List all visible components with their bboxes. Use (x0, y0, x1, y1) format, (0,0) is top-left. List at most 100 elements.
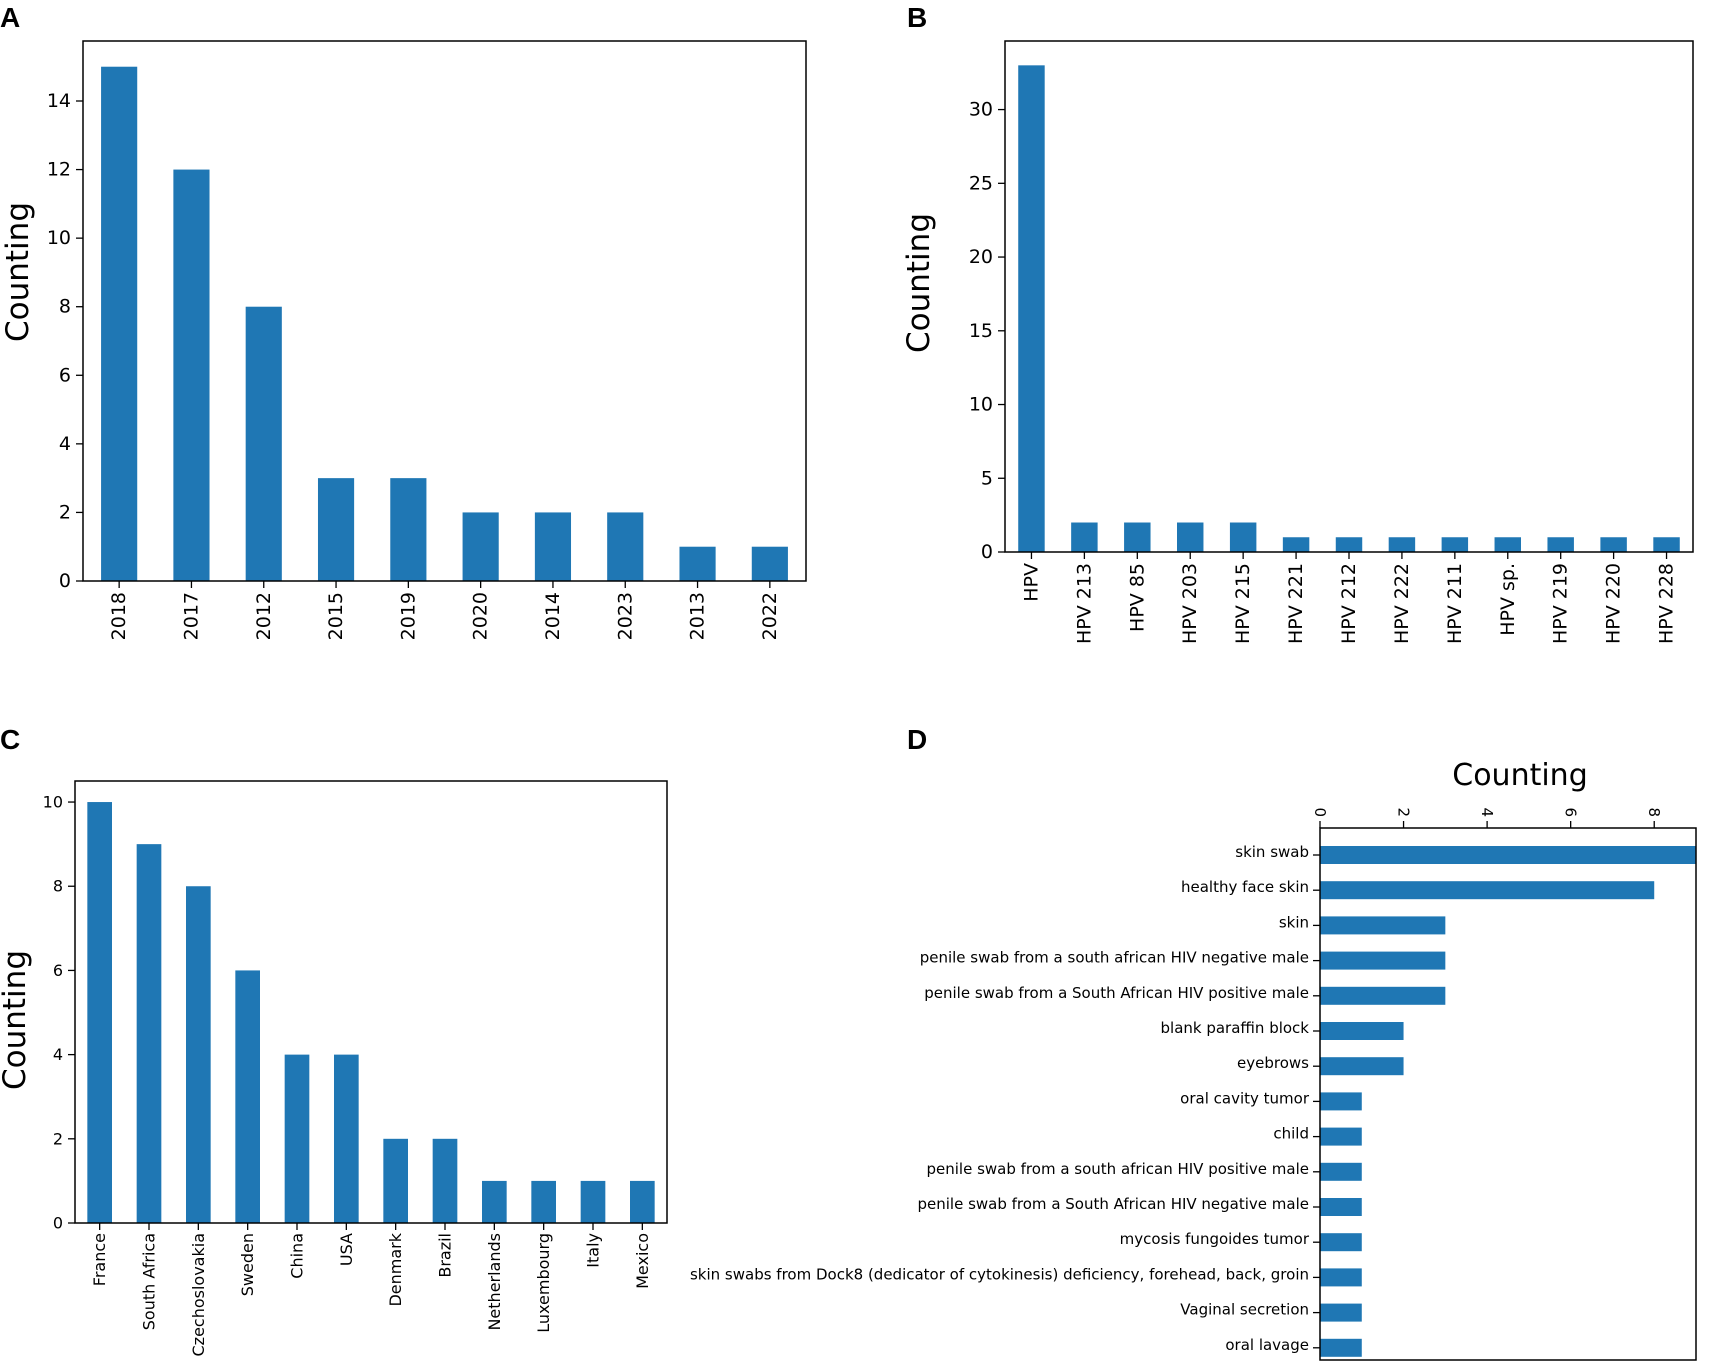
panel-c-bar-usa (334, 1054, 359, 1223)
panel-b-bar-hpv-211 (1441, 537, 1469, 552)
panel-d-category-label: blank paraffin block (1161, 1019, 1310, 1037)
panel-a-bar-2014 (534, 512, 572, 581)
panel-d-bar-1 (1320, 846, 1696, 864)
panel-a-y-ticks: 0 2 4 6 8 10 12 14 (47, 90, 83, 592)
panel-c-y-tick-label: 4 (53, 1045, 63, 1064)
panel-a-bar-2015 (317, 478, 355, 581)
panel-a-bar-2023 (607, 512, 644, 581)
panel-a-y-tick-label: 14 (47, 90, 71, 112)
panel-a-x-tick-label: 2020 (470, 592, 492, 640)
panel-b-bars (1018, 65, 1680, 552)
panel-a-y-tick-label: 6 (59, 364, 71, 386)
panel-d-bar-7 (1320, 1057, 1404, 1076)
panel-c-x-ticks: France South Africa Czechoslovakia Sweden Ch… (90, 1223, 652, 1357)
panel-d-frame (1319, 827, 1697, 1361)
panel-a-bar-2020 (462, 512, 499, 581)
panel-b-bar-hpv-85 (1124, 522, 1151, 552)
panel-d-bar-11 (1320, 1198, 1362, 1216)
panel-d-bar-4 (1320, 951, 1446, 970)
panel-label-b: B (907, 2, 927, 33)
panel-d-category-ticks: skin swab healthy face skin skin penile swa… (690, 843, 1320, 1354)
panel-a-bar-2012 (245, 306, 282, 581)
panel-b-x-tick-label: HPV 228 (1656, 563, 1678, 644)
panel-d-category-label: penile swab from a South African HIV neg… (917, 1195, 1309, 1213)
panel-b-x-tick-label: HPV 222 (1391, 563, 1413, 644)
panel-d-value-tick-label: 0 (1311, 807, 1329, 817)
panel-b-y-tick-label: 0 (981, 541, 993, 563)
panel-d-value-tick-label: 2 (1395, 807, 1413, 817)
panel-b-x-tick-label: HPV 221 (1285, 563, 1307, 644)
panel-d-value-tick-label: 8 (1645, 807, 1663, 817)
panel-c-y-tick-label: 10 (43, 793, 63, 812)
panel-d-value-ticks: 0 2 4 6 8 (1311, 807, 1663, 828)
panel-c-x-tick-label: Sweden (238, 1233, 257, 1296)
panel-b-x-tick-label: HPV 219 (1550, 563, 1572, 644)
panel-c-bar-luxembourg (531, 1180, 556, 1223)
panel-d-category-label: skin (1279, 913, 1309, 931)
panel-c-bars (87, 802, 655, 1223)
panel-b-x-tick-label: HPV 85 (1126, 563, 1148, 632)
panel-a-bar-2017 (173, 169, 210, 582)
panel-c-y-tick-label: 8 (53, 877, 63, 896)
panel-a-x-tick-label: 2013 (687, 592, 709, 640)
panel-a-x-tick-label: 2012 (253, 592, 275, 640)
panel-c-bar-sweden (235, 970, 260, 1223)
panel-a-frame (82, 40, 807, 582)
panel-a-bar-2018 (101, 66, 138, 581)
panel-d-category-label: penile swab from a south african HIV neg… (920, 949, 1309, 967)
panel-d-bar-6 (1320, 1022, 1404, 1040)
panel-a-y-tick-label: 10 (47, 227, 71, 249)
panel-a-x-tick-label: 2022 (759, 592, 781, 640)
panel-c-x-tick-label: Czechoslovakia (189, 1233, 208, 1357)
panel-d-value-tick-label: 4 (1478, 807, 1496, 817)
panel-c-bar-czechoslovakia (186, 886, 211, 1223)
panel-c-bar-italy (580, 1180, 606, 1223)
panel-b-x-tick-label: HPV 211 (1444, 563, 1466, 644)
panel-b-bar-hpv-212 (1335, 537, 1363, 552)
panel-c-y-ticks: 0 2 4 6 8 10 (43, 793, 75, 1233)
panel-a-bars (101, 66, 788, 582)
panel-c-x-tick-label: USA (337, 1233, 356, 1266)
panel-a-x-ticks: 2018 2017 2012 2015 2019 2020 2014 2023 2013 2022 (108, 581, 781, 640)
panel-b-bar-hpv-228 (1653, 537, 1680, 552)
panel-a-x-tick-label: 2014 (542, 592, 564, 640)
panel-a-y-tick-label: 0 (59, 570, 71, 592)
panel-a-bar-2013 (679, 546, 716, 581)
panel-b-bar-hpv-203 (1177, 522, 1204, 552)
panel-b-x-tick-label: HPV 212 (1338, 563, 1360, 644)
panel-c-x-tick-label: Mexico (633, 1233, 652, 1289)
panel-d-bar-13 (1320, 1268, 1362, 1287)
panel-c-x-tick-label: Italy (584, 1233, 603, 1268)
panel-d-category-label: child (1273, 1125, 1309, 1143)
panel-b-x-tick-label: HPV 220 (1603, 563, 1625, 644)
panel-a-bar-2022 (751, 546, 788, 581)
panel-d-category-label: Vaginal secretion (1180, 1301, 1309, 1319)
panel-b-bar-hpv-sp (1494, 537, 1521, 552)
panel-d-category-label: mycosis fungoides tumor (1120, 1230, 1310, 1248)
panel-c-bar-netherlands (482, 1180, 507, 1223)
panel-c-x-tick-label: Luxembourg (534, 1233, 553, 1333)
panel-d-bar-8 (1320, 1092, 1362, 1111)
panel-d-bar-15 (1320, 1338, 1362, 1357)
panel-b-bar-hpv-215 (1229, 522, 1257, 552)
panel-c-x-tick-label: Netherlands (485, 1233, 504, 1331)
panel-a-bar-2019 (390, 478, 427, 581)
panel-d-bar-2 (1320, 881, 1655, 900)
panel-b-y-tick-label: 25 (969, 172, 993, 194)
panel-a-y-axis-label: Counting (0, 202, 36, 342)
panel-label-c: C (0, 724, 20, 755)
panel-d-value-tick-label: 6 (1562, 807, 1580, 817)
panel-label-a: A (0, 2, 20, 33)
panel-b-y-tick-label: 10 (969, 394, 993, 416)
panel-b-y-tick-label: 20 (969, 246, 993, 268)
panel-a-x-tick-label: 2023 (614, 592, 636, 640)
panel-c-x-tick-label: France (90, 1233, 109, 1286)
panel-b-bar-hpv-220 (1600, 537, 1627, 552)
panel-d-bar-14 (1320, 1303, 1362, 1322)
panel-d-category-label: oral lavage (1225, 1336, 1309, 1354)
panel-a-y-tick-label: 8 (59, 296, 71, 318)
panel-a-y-tick-label: 4 (59, 433, 71, 455)
panel-c-x-tick-label: South Africa (140, 1233, 159, 1330)
